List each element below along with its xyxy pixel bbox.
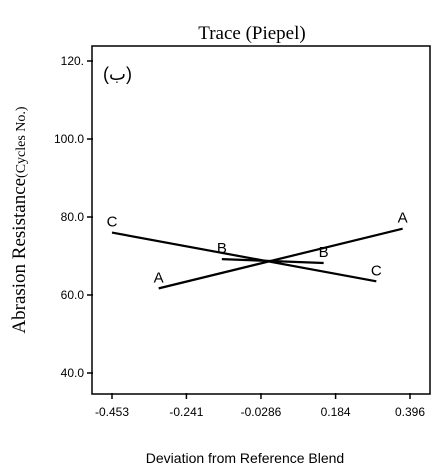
x-tick-label: 0.184: [321, 405, 351, 419]
y-tick-label: 80.0: [61, 210, 85, 224]
y-axis-title: Abrasion Resistance(Cycles No.): [9, 106, 30, 334]
x-axis: -0.453 -0.241 -0.0286 0.184 0.396: [95, 393, 425, 419]
trace-line-a: [158, 227, 403, 290]
y-tick-label: 100.0: [54, 132, 84, 146]
trace-label-c-end: C: [371, 262, 382, 279]
x-tick-label: -0.241: [169, 405, 203, 419]
y-axis-label: Abrasion Resistance: [9, 178, 30, 334]
trace-label-c-start: C: [107, 214, 118, 231]
trace-label-a-end: A: [398, 210, 408, 227]
y-tick-label: 120.: [61, 54, 84, 68]
x-tick-label: -0.453: [95, 405, 129, 419]
x-tick-label: -0.0286: [241, 405, 282, 419]
plot-frame: [91, 45, 431, 395]
x-axis-label: Deviation from Reference Blend: [146, 450, 344, 466]
trace-line-c: [111, 231, 377, 283]
panel-label: (ب): [103, 64, 132, 84]
series-layer: A A B B C C: [107, 210, 408, 290]
chart-title: Trace (Piepel): [198, 23, 305, 44]
trace-label-a-start: A: [154, 269, 164, 286]
y-tick-label: 60.0: [61, 288, 85, 302]
y-axis: 40.0 60.0 80.0 100.0 120.: [54, 54, 93, 380]
trace-label-b-end: B: [319, 244, 329, 261]
y-tick-label: 40.0: [61, 366, 85, 380]
trace-label-b-start: B: [217, 240, 227, 257]
y-axis-unit: (Cycles No.): [14, 106, 29, 178]
trace-line-b: [221, 258, 324, 265]
x-tick-label: 0.396: [395, 405, 425, 419]
